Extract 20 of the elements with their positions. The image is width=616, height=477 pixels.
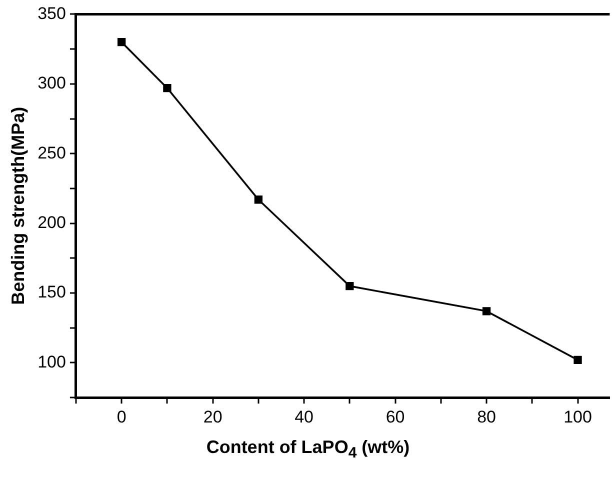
- point: [118, 38, 126, 46]
- x-tick-label: 0: [116, 407, 126, 426]
- y-tick-label: 100: [38, 352, 66, 372]
- x-tick-label: 60: [386, 407, 405, 426]
- point: [254, 196, 263, 204]
- x-tick-label: 100: [564, 407, 592, 426]
- point: [482, 307, 491, 316]
- x-tick-label: 40: [294, 407, 314, 426]
- y-tick-label: 300: [38, 74, 66, 93]
- y-tick-label: 150: [38, 282, 66, 302]
- y-tick-label: 250: [38, 143, 66, 162]
- x-axis-title: Content of LaPO$_{4}$ (wt%): [205, 437, 411, 462]
- x-tick-label: 20: [203, 407, 222, 426]
- x-tick-label: 80: [477, 407, 496, 426]
- point: [574, 356, 582, 364]
- y-tick-label: 350: [38, 4, 66, 23]
- y-tick-label: 200: [38, 213, 66, 232]
- y-axis-title: Bending strength(MPa): [8, 106, 28, 305]
- point: [163, 84, 172, 92]
- point: [346, 282, 354, 290]
